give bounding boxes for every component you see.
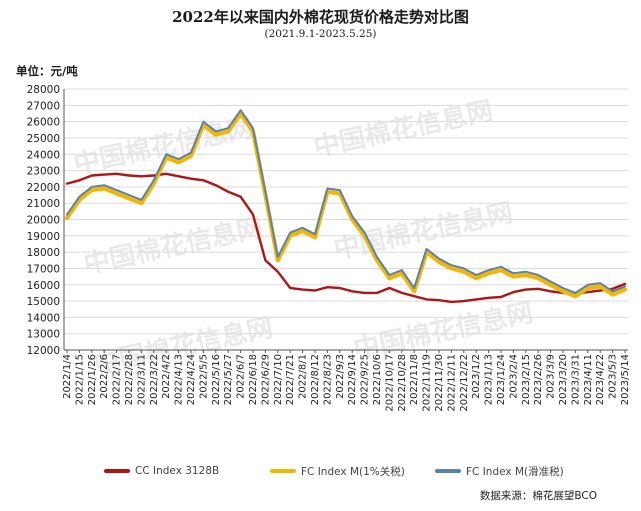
y-tick-label: 22000 bbox=[27, 182, 60, 194]
gridlines bbox=[64, 88, 628, 351]
y-tick-label: 15000 bbox=[27, 296, 60, 308]
x-tick-label: 2022/9/25 bbox=[360, 354, 371, 405]
legend-swatch bbox=[435, 469, 461, 473]
y-tick-label: 28000 bbox=[27, 84, 60, 96]
y-tick-label: 16000 bbox=[27, 280, 60, 292]
x-tick-label: 2023/2/4 bbox=[508, 354, 519, 399]
x-tick-label: 2023/5/14 bbox=[620, 354, 631, 405]
y-tick-label: 14000 bbox=[27, 312, 60, 324]
legend: CC Index 3128B FC Index M(1%关税) FC Index… bbox=[0, 460, 641, 482]
legend-label: CC Index 3128B bbox=[135, 465, 220, 477]
legend-swatch bbox=[104, 469, 130, 473]
x-tick-label: 2022/5/5 bbox=[198, 354, 209, 399]
y-tick-label: 23000 bbox=[27, 166, 60, 178]
y-tick-label: 20000 bbox=[27, 215, 60, 227]
x-tick-label: 2022/8/1 bbox=[298, 354, 309, 399]
x-tick-label: 2022/6/29 bbox=[260, 354, 271, 405]
x-tick-label: 2023/5/3 bbox=[608, 354, 619, 399]
x-tick-label: 2023/1/2 bbox=[471, 354, 482, 399]
series-lines bbox=[64, 109, 628, 304]
x-tick-label: 2022/10/6 bbox=[372, 354, 383, 405]
y-tick-label: 17000 bbox=[27, 263, 60, 275]
y-tick-label: 12000 bbox=[27, 345, 60, 357]
x-tick-label: 2022/4/2 bbox=[161, 354, 172, 399]
x-tick-label: 2022/12/11 bbox=[446, 354, 457, 412]
x-tick-label: 2022/5/27 bbox=[223, 354, 234, 405]
y-tick-label: 18000 bbox=[27, 247, 60, 259]
chart-title: 2022年以来国内外棉花现货价格走势对比图 bbox=[172, 8, 469, 26]
fc-index-1pct-line bbox=[64, 111, 628, 299]
x-tick-label: 2022/2/28 bbox=[124, 354, 135, 405]
x-tick-label: 2022/8/12 bbox=[310, 354, 321, 405]
x-tick-label: 2023/2/15 bbox=[521, 354, 532, 405]
y-tick-label: 21000 bbox=[27, 198, 60, 210]
y-tick-label: 19000 bbox=[27, 231, 60, 243]
x-tick-label: 2022/2/17 bbox=[112, 354, 123, 405]
x-tick-label: 2022/6/7 bbox=[236, 354, 247, 399]
y-tick-label: 26000 bbox=[27, 117, 60, 129]
x-tick-label: 2022/1/15 bbox=[74, 354, 85, 405]
x-tick-label: 2022/11/8 bbox=[409, 354, 420, 405]
x-tick-label: 2023/4/11 bbox=[583, 354, 594, 405]
y-axis-unit-label: 单位：元/吨 bbox=[16, 64, 78, 78]
x-tick-label: 2023/2/26 bbox=[533, 354, 544, 405]
legend-item-fc1: FC Index M(1%关税) bbox=[270, 460, 405, 482]
x-tick-label: 2022/9/14 bbox=[347, 354, 358, 405]
y-tick-label: 27000 bbox=[27, 100, 60, 112]
x-tick-label: 2023/3/20 bbox=[558, 354, 569, 405]
x-tick-label: 2022/4/13 bbox=[174, 354, 185, 405]
cc-index-line bbox=[65, 172, 627, 304]
y-tick-label: 25000 bbox=[27, 133, 60, 145]
x-tick-label: 2022/7/10 bbox=[273, 354, 284, 405]
x-tick-label: 2022/4/24 bbox=[186, 354, 197, 405]
fc-index-sliding-line bbox=[66, 109, 626, 294]
legend-item-fcs: FC Index M(滑准税) bbox=[435, 460, 564, 482]
x-tick-label: 2022/7/21 bbox=[285, 354, 296, 405]
x-tick-label: 2022/3/11 bbox=[136, 354, 147, 405]
x-tick-label: 2022/8/23 bbox=[322, 354, 333, 405]
x-tick-label: 2022/3/22 bbox=[149, 354, 160, 405]
x-tick-label: 2023/4/22 bbox=[595, 354, 606, 405]
x-tick-label: 2022/10/28 bbox=[397, 354, 408, 412]
x-tick-label: 2022/10/17 bbox=[384, 354, 395, 412]
axes: 12000 13000 14000 15000 16000 17000 18000 19000… bbox=[27, 84, 631, 412]
x-tick-label: 2022/1/26 bbox=[87, 354, 98, 405]
x-tick-label: 2023/3/31 bbox=[570, 354, 581, 405]
data-source-note: 数据来源：棉花展望BCO bbox=[479, 490, 597, 502]
legend-item-cc: CC Index 3128B bbox=[104, 460, 219, 482]
legend-label: FC Index M(滑准税) bbox=[466, 465, 564, 478]
x-tick-label: 2022/11/30 bbox=[434, 354, 445, 412]
y-tick-label: 24000 bbox=[27, 149, 60, 161]
chart-subtitle: (2021.9.1-2023.5.25) bbox=[264, 28, 377, 40]
legend-swatch bbox=[270, 469, 296, 473]
x-tick-label: 2022/6/18 bbox=[248, 354, 259, 405]
x-tick-label: 2022/11/19 bbox=[422, 354, 433, 412]
y-tick-label: 13000 bbox=[27, 329, 60, 341]
x-tick-label: 2023/1/24 bbox=[496, 354, 507, 405]
x-tick-label: 2022/2/6 bbox=[99, 354, 110, 399]
x-tick-label: 2022/1/4 bbox=[62, 354, 73, 399]
x-tick-label: 2023/1/13 bbox=[484, 354, 495, 405]
x-tick-label: 2022/12/22 bbox=[459, 354, 470, 412]
legend-label: FC Index M(1%关税) bbox=[301, 465, 405, 478]
x-tick-label: 2022/5/16 bbox=[211, 354, 222, 405]
x-tick-label: 2022/9/3 bbox=[335, 354, 346, 399]
x-tick-label: 2023/3/9 bbox=[546, 354, 557, 399]
